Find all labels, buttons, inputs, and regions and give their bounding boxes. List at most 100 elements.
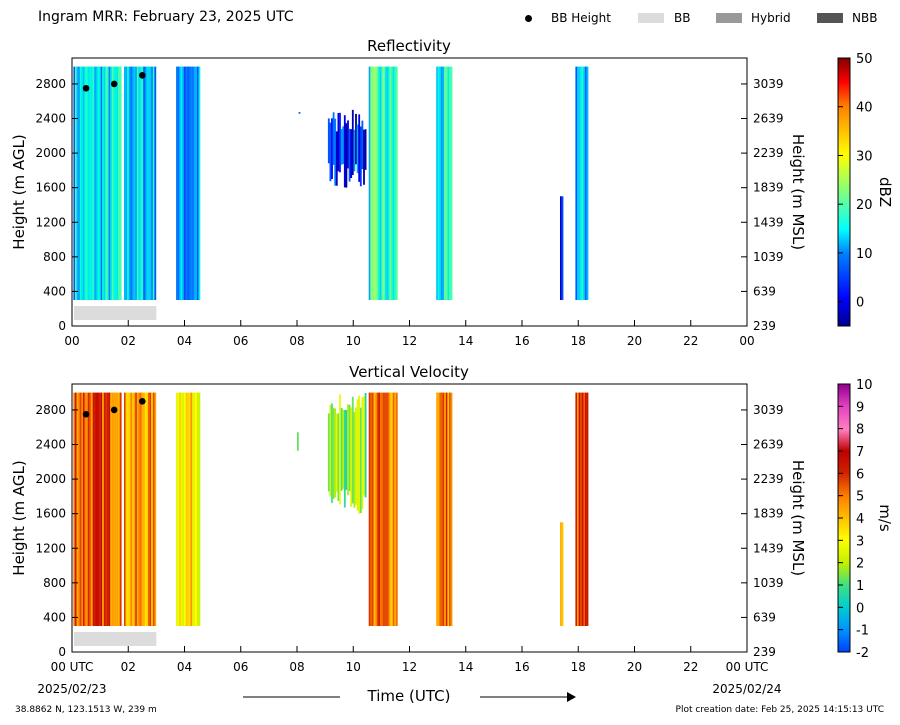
reflectivity-echo-strip <box>449 66 451 300</box>
reflectivity-echo-strip <box>143 66 145 300</box>
reflectivity-echo-strip <box>373 66 376 300</box>
velocity-echo-strip <box>389 392 392 626</box>
velocity-echo-strip <box>127 392 129 626</box>
velocity-echo-strip <box>585 392 587 626</box>
reflectivity-echo-strip <box>108 66 111 300</box>
velocity-echo-strip <box>116 392 119 626</box>
x-tick-label: 20 <box>627 660 642 674</box>
velocity-echo-strip <box>561 522 564 626</box>
velocity-echo-strip <box>580 392 582 626</box>
velocity-echo-strip <box>347 404 349 496</box>
velocity-echo-strip <box>135 392 137 626</box>
y-tick-label-left: 800 <box>43 576 66 590</box>
velocity-echo-strip <box>447 392 450 626</box>
velocity-echo-strip <box>329 405 332 497</box>
reflectivity-echo-strip <box>339 112 341 173</box>
reflectivity-echo-strip <box>75 66 77 300</box>
velocity-echo-strip <box>103 392 106 626</box>
velocity-colorbar-tick-label: 0 <box>856 601 864 616</box>
reflectivity-echo-strip <box>583 66 586 300</box>
x-tick-label: 10 <box>346 334 361 348</box>
velocity-echo-strip <box>394 392 397 626</box>
y-tick-label-right: 1439 <box>753 541 784 555</box>
velocity-echo-strip <box>350 407 353 507</box>
velocity-echo-strip <box>141 392 144 626</box>
velocity-echo-strip <box>444 392 446 626</box>
x-tick-label: 22 <box>683 334 698 348</box>
reflectivity-echo-strip <box>154 66 157 300</box>
reflectivity-echo-strip <box>138 66 141 300</box>
velocity-echo-strip <box>392 392 395 626</box>
reflectivity-echo-strip <box>355 113 357 165</box>
y-tick-label-left: 400 <box>43 610 66 624</box>
reflectivity-echo-strip <box>84 66 87 300</box>
reflectivity-echo-strip <box>127 66 129 300</box>
x-tick-label: 22 <box>683 660 698 674</box>
reflectivity-echo-strip <box>586 66 589 300</box>
velocity-echo-strip <box>327 413 330 492</box>
velocity-echo-strip <box>81 392 84 626</box>
reflectivity-echo-block <box>327 109 367 188</box>
reflectivity-echo-strip <box>368 66 371 300</box>
reflectivity-bb-period-bar <box>74 306 157 320</box>
velocity-echo-strip <box>108 392 111 626</box>
page-title: Ingram MRR: February 23, 2025 UTC <box>38 9 294 25</box>
reflectivity-echo-strip <box>149 66 152 300</box>
velocity-echo-strip <box>94 392 96 626</box>
y-tick-label-left: 1600 <box>35 507 66 521</box>
reflectivity-colorbar-tick-label: 40 <box>856 101 873 116</box>
reflectivity-echo-strip <box>128 66 131 300</box>
reflectivity-colorbar-tick-label: 10 <box>856 247 873 262</box>
velocity-echo-strip <box>340 408 343 491</box>
reflectivity-echo-strip <box>356 124 359 174</box>
reflectivity-echo-strip <box>83 66 85 300</box>
velocity-colorbar-tick-label: 9 <box>856 400 864 415</box>
velocity-echo-strip <box>297 432 299 451</box>
y-tick-label-left: 400 <box>43 284 66 298</box>
x-tick-label: 20 <box>627 334 642 348</box>
reflectivity-echo-strip <box>370 66 373 300</box>
velocity-title: Vertical Velocity <box>349 363 469 381</box>
reflectivity-echo-block <box>176 66 201 300</box>
velocity-echo-block <box>73 392 122 626</box>
velocity-echo-strip <box>152 392 155 626</box>
x-tick-label: 02 <box>121 334 136 348</box>
reflectivity-echo-strip <box>450 66 453 300</box>
velocity-echo-strip <box>583 392 586 626</box>
velocity-echo-strip <box>182 392 185 626</box>
legend-nbb-label: NBB <box>852 11 878 25</box>
reflectivity-echo-block <box>436 66 453 300</box>
legend-bb-height-label: BB Height <box>551 11 611 25</box>
reflectivity-echo-strip <box>334 118 337 186</box>
y-tick-label-right: 239 <box>753 319 776 333</box>
velocity-echo-strip <box>138 392 141 626</box>
velocity-bb-height-point <box>139 397 146 405</box>
reflectivity-colorbar <box>837 57 851 327</box>
reflectivity-echo-strip <box>577 66 579 300</box>
reflectivity-title: Reflectivity <box>367 37 451 55</box>
velocity-echo-strip <box>586 392 589 626</box>
velocity-echo-strip <box>384 392 387 626</box>
reflectivity-echo-block <box>368 66 398 300</box>
reflectivity-echo-strip <box>141 66 144 300</box>
velocity-echo-strip <box>193 392 196 626</box>
velocity-echo-strip <box>187 392 190 626</box>
velocity-echo-strip <box>371 392 374 626</box>
y-tick-label-right: 1839 <box>753 181 784 195</box>
velocity-echo-strip <box>130 392 133 626</box>
time-arrow-head <box>567 692 576 702</box>
reflectivity-echo-strip <box>86 66 88 300</box>
velocity-ylabel-right: Height (m MSL) <box>789 460 807 576</box>
reflectivity-colorbar-tick-label: 50 <box>856 52 873 67</box>
reflectivity-echo-strip <box>364 129 367 170</box>
velocity-bb-height-point <box>82 410 90 418</box>
velocity-echo-strip <box>136 392 139 626</box>
velocity-echo-strip <box>128 392 131 626</box>
reflectivity-echo-strip <box>395 66 398 300</box>
velocity-echo-strip <box>196 392 199 626</box>
reflectivity-echo-strip <box>335 131 338 186</box>
y-tick-label-right: 1439 <box>753 215 784 229</box>
y-tick-label-right: 1839 <box>753 507 784 521</box>
reflectivity-echo-strip <box>347 120 349 169</box>
y-tick-label-left: 2800 <box>35 403 66 417</box>
